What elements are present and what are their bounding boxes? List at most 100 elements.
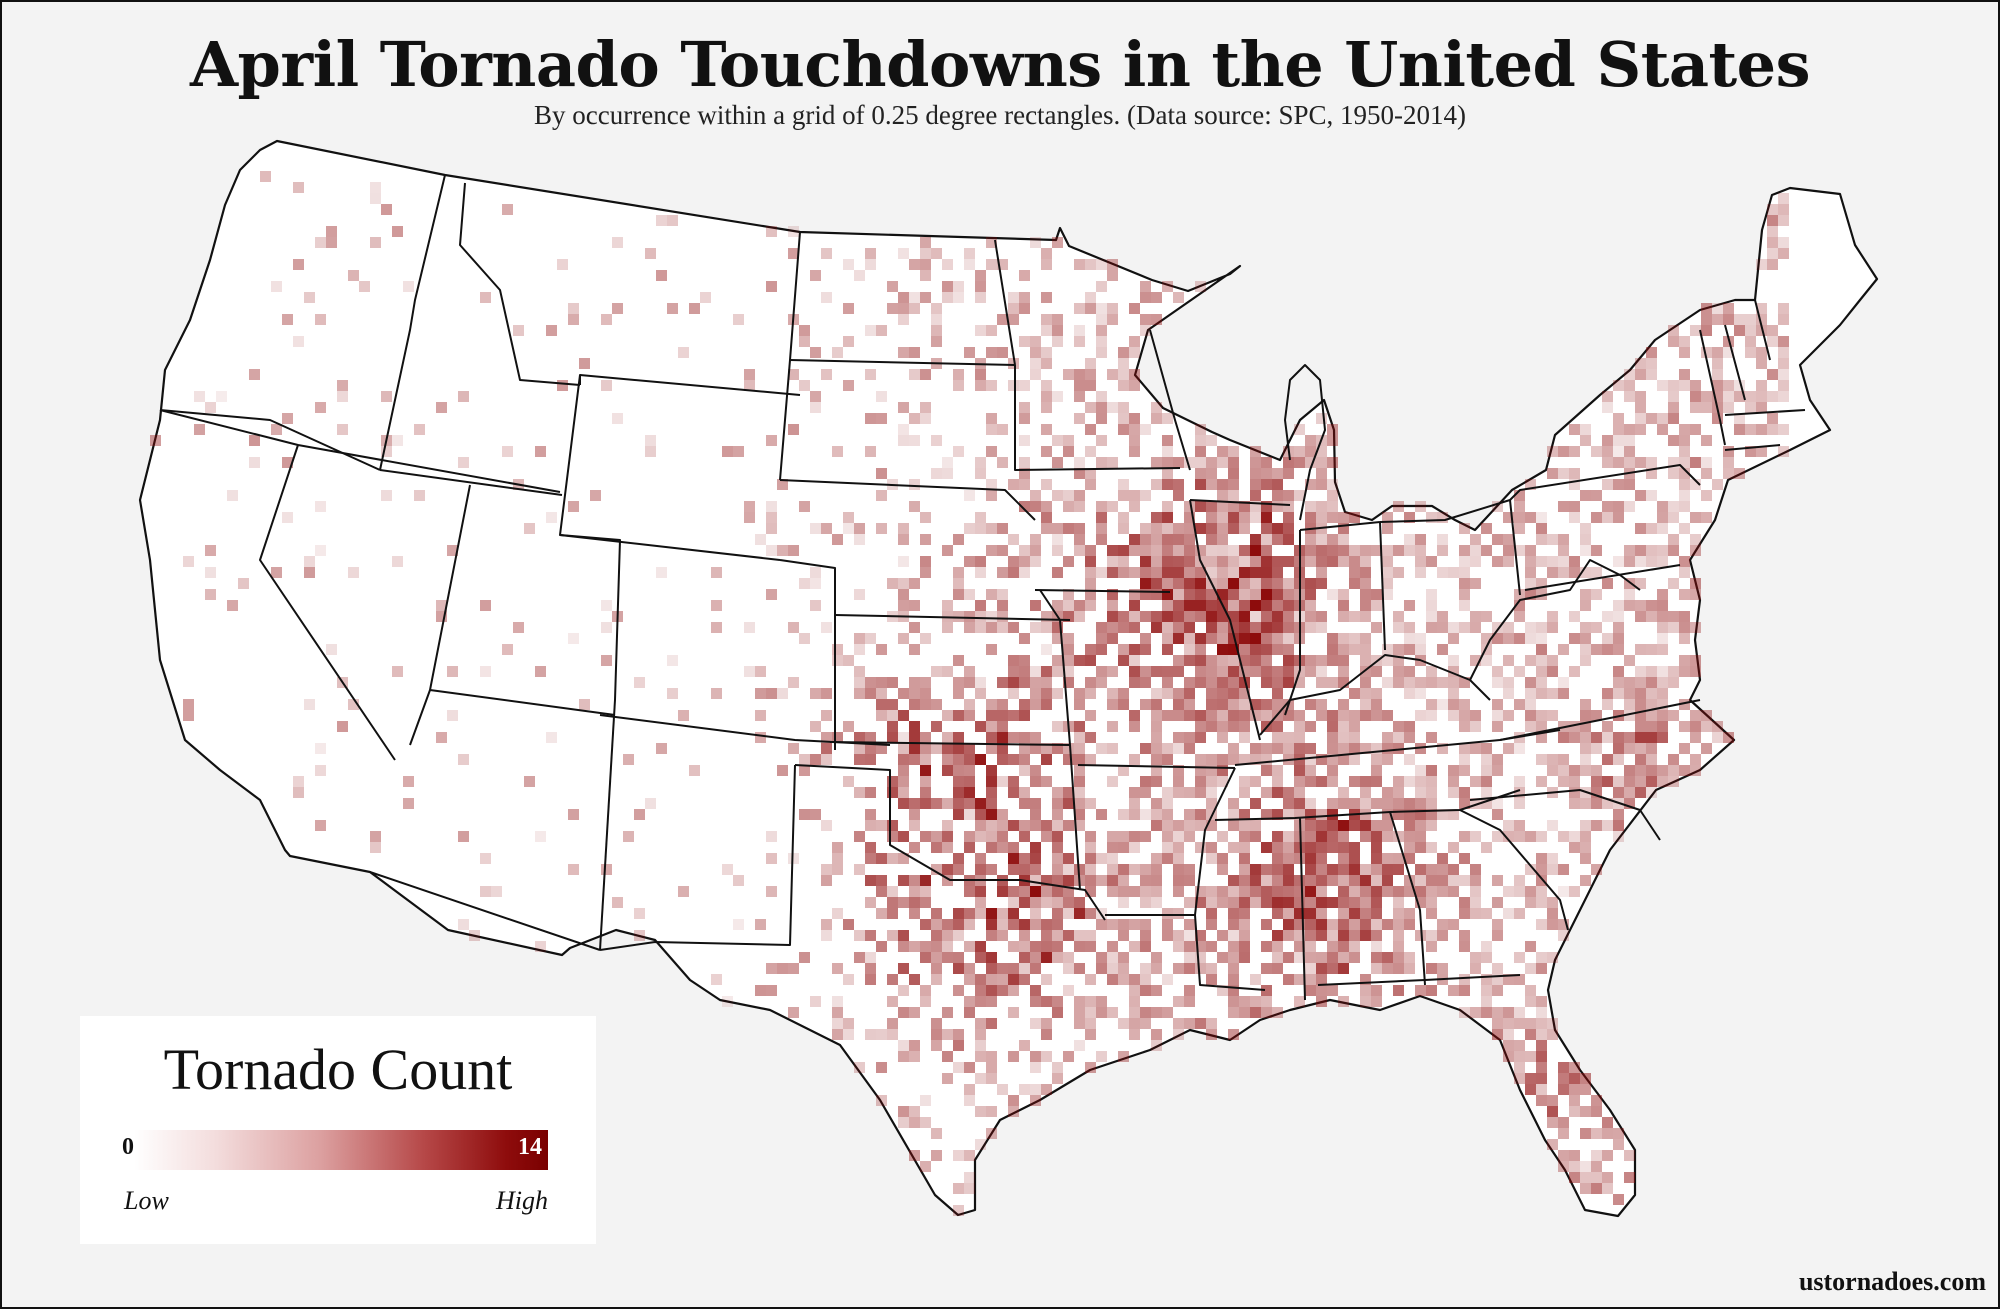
heat-cell [1525,996,1536,1007]
heat-cell [909,1150,920,1161]
heat-cell [1030,666,1041,677]
heat-cell [1305,908,1316,919]
heat-cell [1679,424,1690,435]
heat-cell [876,875,887,886]
heat-cell [986,1073,997,1084]
border-co-nm [599,699,616,951]
heat-cell [1294,446,1305,457]
heat-cell [1261,710,1272,721]
heat-cell [766,435,777,446]
heat-cell [953,534,964,545]
heat-cell [964,765,975,776]
heat-cell [1646,600,1657,611]
heat-cell [1118,688,1129,699]
heat-cell [854,589,865,600]
heat-cell [1514,787,1525,798]
heat-cell [876,743,887,754]
heat-cell [1459,853,1470,864]
heat-cell [1261,578,1272,589]
heat-cell [524,776,535,787]
heat-cell [1151,963,1162,974]
heat-cell [1283,732,1294,743]
heat-cell [1217,952,1228,963]
heat-cell [1107,611,1118,622]
heat-cell [1646,358,1657,369]
heat-cell [1756,303,1767,314]
heat-cell [920,919,931,930]
heat-cell [1129,413,1140,424]
heat-cell [1580,743,1591,754]
heat-cell [1349,820,1360,831]
heat-cell [1283,622,1294,633]
heat-cell [964,787,975,798]
heat-cell [1349,908,1360,919]
heat-cell [1019,798,1030,809]
heat-cell [898,435,909,446]
heat-cell [1646,743,1657,754]
heat-cell [1624,710,1635,721]
heat-cell [865,369,876,380]
heat-cell [1745,391,1756,402]
heat-cell [997,710,1008,721]
heat-cell [1041,897,1052,908]
heat-cell [887,787,898,798]
heat-cell [1195,897,1206,908]
heat-cell [1536,677,1547,688]
heat-cell [1448,985,1459,996]
heat-cell [458,831,469,842]
heat-cell [1173,545,1184,556]
heat-cell [1558,534,1569,545]
heat-cell [1327,710,1338,721]
heat-cell [887,710,898,721]
heat-cell [1239,633,1250,644]
heat-cell [1118,952,1129,963]
heat-cell [1151,853,1162,864]
heat-cell [821,919,832,930]
heat-cell [1569,787,1580,798]
heat-cell [1140,556,1151,567]
heat-cell [1074,996,1085,1007]
heat-cell [1272,787,1283,798]
heat-cell [1063,853,1074,864]
heat-cell [1239,501,1250,512]
heat-cell [1327,831,1338,842]
border-ks-ok [829,741,1071,746]
heat-cell [1338,875,1349,886]
heat-cell [1437,545,1448,556]
heat-cell [1250,589,1261,600]
heat-cell [909,886,920,897]
heat-cell [1272,908,1283,919]
heat-cell [1393,787,1404,798]
heat-cell [766,523,777,534]
heat-cell [1514,798,1525,809]
heat-cell [975,820,986,831]
heat-cell [1151,886,1162,897]
heat-cell [205,567,216,578]
heat-cell [898,314,909,325]
heat-cell [1316,556,1327,567]
heat-cell [942,875,953,886]
heat-cell [1404,721,1415,732]
heat-cell [1558,776,1569,787]
heat-cell [1569,1161,1580,1172]
heat-cell [1019,501,1030,512]
heat-cell [1052,633,1063,644]
border-il-mo [1189,499,1261,741]
heat-cell [975,611,986,622]
heat-cell [1085,578,1096,589]
heat-cell [1206,512,1217,523]
heat-cell [1283,556,1294,567]
heat-cell [1624,589,1635,600]
heat-cell [1096,303,1107,314]
heat-cell [1052,666,1063,677]
heat-cell [1371,589,1382,600]
heat-cell [1558,732,1569,743]
heat-cell [953,1040,964,1051]
heat-cell [887,721,898,732]
heat-cell [898,402,909,413]
heat-cell [832,534,843,545]
heat-cell [986,787,997,798]
heat-cell [1426,864,1437,875]
heat-cell [1360,633,1371,644]
heat-cell [1052,930,1063,941]
